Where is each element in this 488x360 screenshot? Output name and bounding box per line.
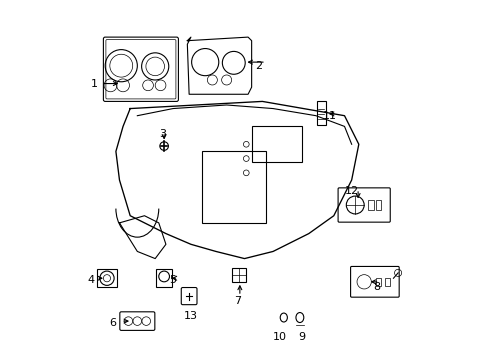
Text: 1: 1 [91,78,98,89]
Text: 8: 8 [372,282,380,292]
Bar [251,126,301,162]
Bar [231,267,246,282]
Bar [97,269,116,287]
Text: 13: 13 [183,311,198,321]
Text: 4: 4 [87,275,94,285]
Text: 6: 6 [109,318,116,328]
Bar [367,200,373,210]
Bar [375,200,381,210]
Text: 10: 10 [273,332,286,342]
Bar [156,269,172,287]
Text: 12: 12 [344,186,358,196]
Bar [316,102,325,125]
Bar [375,278,380,286]
Text: 7: 7 [233,296,241,306]
Text: 5: 5 [169,275,176,285]
Text: 11: 11 [323,111,337,121]
Text: 3: 3 [159,129,165,139]
Bar [384,278,389,286]
Text: 9: 9 [298,332,305,342]
Bar [201,152,265,223]
Text: 2: 2 [255,61,262,71]
